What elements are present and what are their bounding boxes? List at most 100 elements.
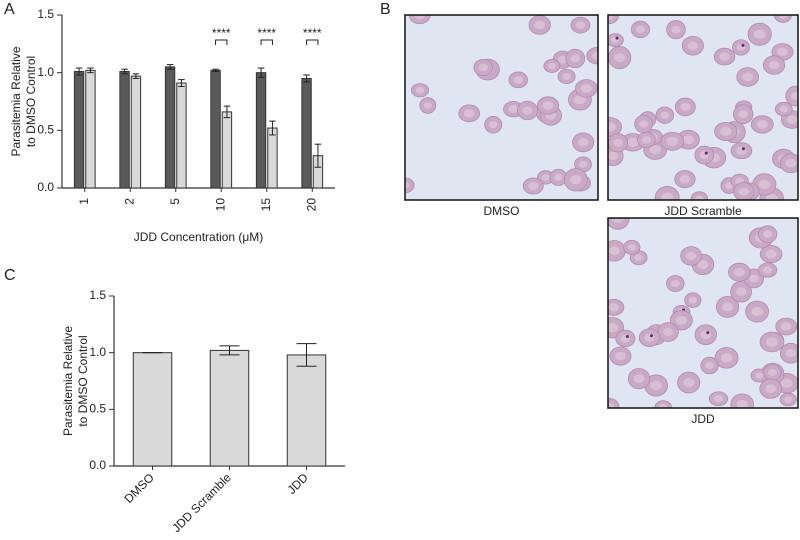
micrograph-frame (404, 14, 599, 201)
cell-center (662, 327, 674, 337)
cell-center (763, 230, 773, 238)
error-bar (87, 67, 94, 74)
x-tick-label: DMSO (122, 470, 157, 505)
panel-letter: A (4, 1, 15, 18)
error-bar (219, 345, 240, 356)
cell-center (790, 92, 798, 101)
error-bar (257, 67, 265, 78)
cell-center (659, 403, 668, 408)
y-tick-label: 0.0 (89, 458, 106, 472)
cell-center (682, 135, 694, 145)
cell-center (570, 54, 580, 63)
cell-center (680, 102, 691, 111)
cell-center (608, 15, 614, 20)
cell-center (661, 192, 674, 200)
cell-center (785, 349, 796, 358)
significance-label: **** (257, 26, 276, 40)
significance-bracket (260, 39, 273, 45)
cell-center (697, 260, 709, 269)
cell-center (613, 138, 623, 147)
cell-center (751, 306, 763, 317)
cell-center (541, 174, 550, 181)
cell-center (765, 384, 777, 394)
cell-center (562, 73, 571, 80)
cell-center (608, 151, 618, 161)
bar (255, 72, 267, 189)
cell-center (644, 333, 655, 342)
y-tick-label: 1.5 (37, 7, 54, 21)
cell-center (756, 120, 768, 129)
bar (267, 127, 278, 189)
cell-center (608, 122, 616, 132)
error-bar (296, 343, 317, 367)
y-axis-label-line: Parasitemia Relative (9, 46, 23, 156)
micrograph-label: DMSO (484, 204, 520, 218)
cell-center (733, 267, 745, 277)
cell-center (577, 138, 589, 147)
bar (176, 82, 187, 189)
cell-center (578, 160, 588, 168)
cell-center (720, 353, 733, 363)
cell-center (765, 193, 778, 200)
cell-center (405, 181, 410, 190)
bar (221, 111, 233, 189)
cell-center (687, 41, 699, 50)
parasite (625, 335, 629, 339)
cell-center (569, 175, 582, 185)
cell-center (735, 287, 747, 296)
x-tick-label: 10 (213, 198, 227, 212)
micrograph (608, 15, 798, 200)
micrograph-frame (607, 217, 799, 409)
y-tick-label: 1.0 (89, 345, 106, 359)
cell-center (592, 51, 598, 60)
y-axis-label: Parasitemia Relativeto DMSO Control (9, 46, 38, 156)
cell-center (615, 351, 626, 361)
parasite (704, 151, 708, 155)
cell-center (685, 251, 697, 261)
bar (73, 71, 85, 189)
cell-center (768, 60, 780, 70)
cell-center (713, 395, 724, 403)
micrograph-label: JDD (691, 412, 715, 426)
cell-center (608, 303, 619, 312)
bar (210, 69, 221, 189)
cell-center (614, 53, 626, 63)
cell-center (635, 25, 645, 34)
cell-center (414, 15, 425, 20)
cell-center (641, 136, 651, 144)
cell-center (660, 111, 670, 119)
bar (85, 69, 96, 189)
bar (286, 354, 327, 467)
cell-center (671, 25, 681, 34)
cell-center (649, 145, 661, 155)
x-tick-label: 2 (122, 198, 136, 205)
cell-center (779, 105, 789, 113)
x-tick-label: 1 (77, 198, 91, 205)
cell-center (768, 369, 777, 377)
cell-center (765, 337, 778, 347)
error-bar (314, 143, 322, 168)
cell-center (627, 244, 636, 251)
cell-center (508, 105, 519, 114)
cell-center (620, 334, 631, 343)
cell-center (670, 279, 680, 287)
x-tick-label: 5 (168, 198, 182, 205)
cell-center (738, 110, 749, 119)
error-bar (121, 68, 128, 75)
error-bar (303, 74, 310, 83)
cell-center (738, 187, 749, 196)
cell-center (633, 374, 645, 383)
x-tick-label: 20 (304, 198, 318, 212)
x-tick-label: 15 (259, 198, 273, 212)
cell-center (755, 372, 764, 379)
y-tick-label: 1.0 (37, 65, 54, 79)
micrograph-background (405, 15, 598, 200)
cell-center (758, 179, 771, 190)
parasite (741, 147, 745, 151)
error-bar (212, 68, 219, 73)
cell-center (639, 120, 649, 128)
cell-center (608, 323, 619, 333)
cell-center (522, 106, 533, 115)
cell-center (423, 102, 432, 109)
parasite (706, 331, 710, 335)
